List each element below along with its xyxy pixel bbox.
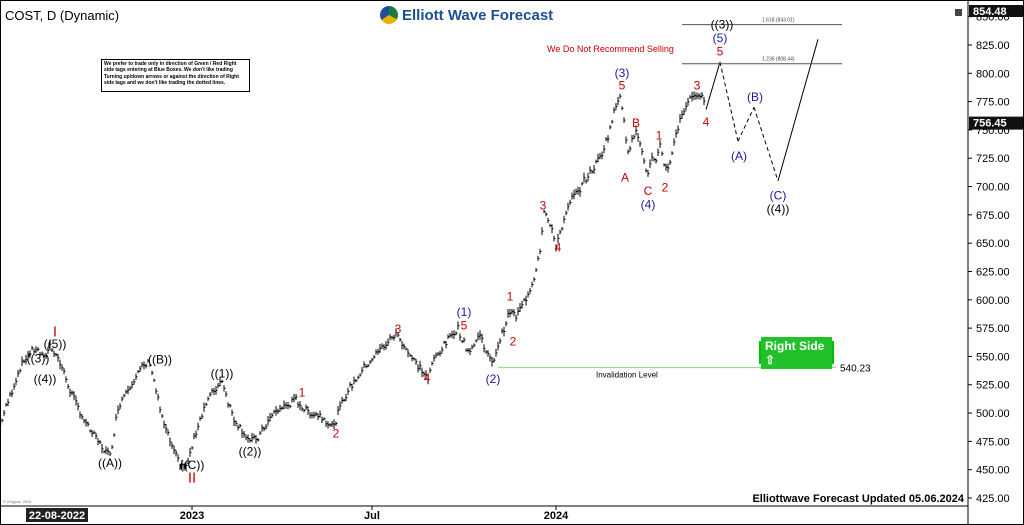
y-tick-label: 500.00 xyxy=(976,408,1010,420)
projection-path xyxy=(705,61,721,110)
projection-path xyxy=(737,107,755,142)
wave-label: 5 xyxy=(717,45,724,59)
wave-label: (C) xyxy=(770,188,787,202)
projection-path xyxy=(753,107,779,182)
wave-label: 2 xyxy=(510,335,517,349)
wave-label: 1 xyxy=(656,128,663,142)
wave-label: 5 xyxy=(619,79,626,93)
footer-text: Elliottwave Forecast Updated 05.06.2024 xyxy=(752,493,964,505)
y-tick-label: 775.00 xyxy=(976,97,1010,109)
wave-label: 1 xyxy=(299,386,306,400)
top-price-marker xyxy=(969,5,1023,17)
y-tick-label: 700.00 xyxy=(976,182,1010,194)
y-tick-label: 525.00 xyxy=(976,380,1010,392)
chart-title: COST, D (Dynamic) xyxy=(5,8,119,23)
y-tick-label: 800.00 xyxy=(976,68,1010,80)
wave-label: ((1)) xyxy=(211,366,234,380)
y-tick-label: 725.00 xyxy=(976,153,1010,165)
last-price-value: 756.45 xyxy=(973,118,1007,130)
y-tick-label: 450.00 xyxy=(976,465,1010,477)
wave-label: (A) xyxy=(731,149,747,163)
wave-label: ((2)) xyxy=(239,444,262,458)
wave-label: 2 xyxy=(333,426,340,440)
top-price-value: 854.48 xyxy=(973,6,1007,18)
wave-label: (2) xyxy=(486,372,501,386)
wave-label: ((4)) xyxy=(34,372,57,386)
y-tick-label: 675.00 xyxy=(976,210,1010,222)
invalidation-value: 540.23 xyxy=(840,363,871,374)
brand-name: Elliott Wave Forecast xyxy=(402,6,554,24)
wave-label: ((4)) xyxy=(767,202,790,216)
y-tick-label: 825.00 xyxy=(976,40,1010,52)
arrow-up-icon: ⇧ xyxy=(765,352,776,367)
projection-path xyxy=(719,61,739,142)
projection-path xyxy=(777,39,819,182)
wave-label: 4 xyxy=(555,241,562,255)
wave-label: 4 xyxy=(703,115,710,129)
wave-label: I xyxy=(53,324,57,341)
x-tick-label: 2024 xyxy=(544,510,569,522)
wave-label: (4) xyxy=(641,198,656,212)
trading-notice: We prefer to trade only in direction of … xyxy=(101,59,250,92)
wave-label: ((5)) xyxy=(44,337,67,351)
y-tick-label: 550.00 xyxy=(976,351,1010,363)
wave-label: A xyxy=(621,170,629,184)
y-tick-label: 650.00 xyxy=(976,238,1010,250)
wave-label: 3 xyxy=(540,199,547,213)
wave-label: 3 xyxy=(694,79,701,93)
right-side-tag: Right Side ⇧ xyxy=(759,336,834,369)
wave-label: II xyxy=(188,470,196,487)
wave-label: 4 xyxy=(424,371,431,385)
brand-header: Elliott Wave Forecast xyxy=(380,6,553,24)
y-tick-label: 575.00 xyxy=(976,323,1010,335)
wave-label: ((3)) xyxy=(711,17,734,31)
settings-icon xyxy=(955,9,962,16)
fib-level-label: 1.618 (843.01) xyxy=(762,18,795,24)
fib-level-label: 1.236 (808.44) xyxy=(762,57,795,63)
y-tick-label: 475.00 xyxy=(976,436,1010,448)
wave-label: (B) xyxy=(747,90,763,104)
wave-label: 3 xyxy=(395,322,402,336)
date-box-label: 22-08-2022 xyxy=(29,510,85,522)
wave-label: ((B)) xyxy=(148,353,172,367)
x-tick-label: 2023 xyxy=(180,510,204,522)
y-tick-label: 425.00 xyxy=(976,493,1010,505)
invalidation-label: Invalidation Level xyxy=(596,370,658,379)
wave-label: (5) xyxy=(713,31,728,45)
y-tick-label: 625.00 xyxy=(976,266,1010,278)
wave-label: ((C)) xyxy=(180,458,205,472)
y-tick-label: 600.00 xyxy=(976,295,1010,307)
wave-label: 2 xyxy=(662,181,669,195)
wave-label: 5 xyxy=(461,319,468,333)
wave-label: B xyxy=(632,116,640,130)
last-price-marker xyxy=(969,116,1023,130)
right-side-label: Right Side xyxy=(765,338,825,353)
wave-label: (3) xyxy=(615,66,630,80)
wave-label: ((3)) xyxy=(27,352,50,366)
wave-label: C xyxy=(644,184,653,198)
date-box xyxy=(26,508,88,522)
wave-label: (1) xyxy=(457,305,472,319)
x-tick-label: Jul xyxy=(364,510,380,522)
warning-text: We Do Not Recommend Selling xyxy=(547,44,674,54)
wave-label: 1 xyxy=(507,289,514,303)
wave-label: ((A)) xyxy=(98,456,122,470)
esignal-watermark: © eSignal, 2024 xyxy=(3,499,32,504)
brand-logo-icon xyxy=(380,6,398,24)
